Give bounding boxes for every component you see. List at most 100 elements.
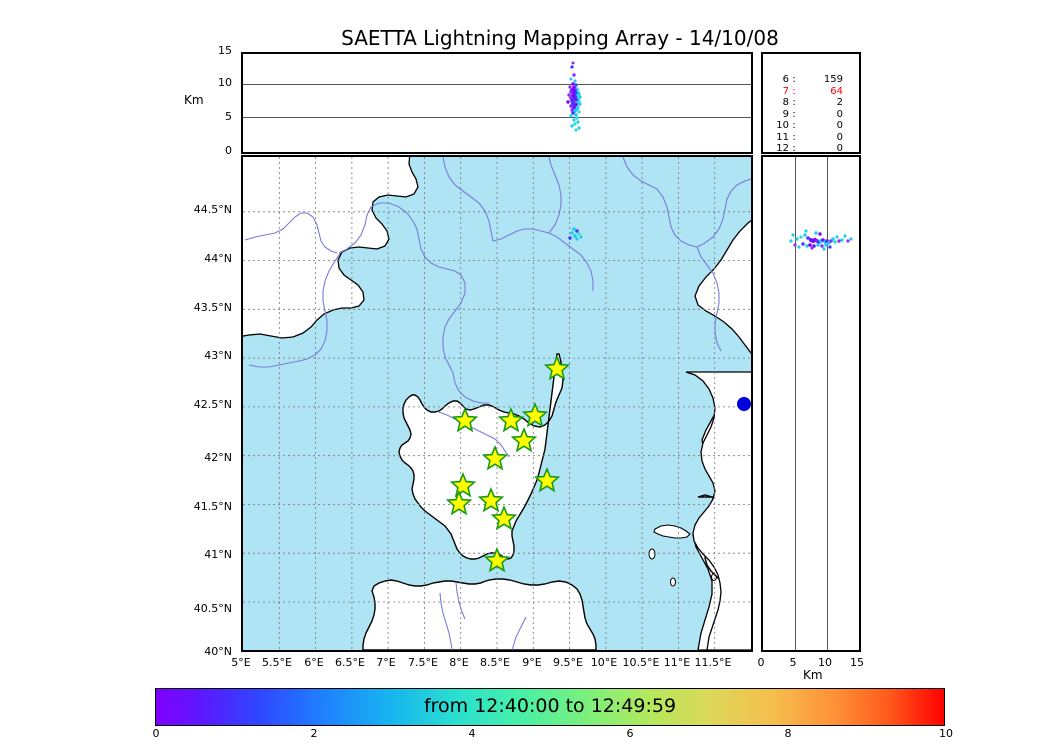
- stat-separator: :: [792, 85, 796, 97]
- station-marker: [483, 546, 511, 573]
- tick-right-10: 10: [818, 656, 832, 669]
- colorbar-tick-4: 4: [468, 727, 476, 740]
- stat-separator: :: [792, 97, 796, 108]
- tick-lat-40.5N: 40.5°N: [193, 602, 232, 615]
- tick-top-15: 15: [218, 44, 232, 57]
- station-marker: [543, 354, 571, 381]
- table-row: 10 : 0: [769, 120, 857, 132]
- tick-right-15: 15: [850, 656, 864, 669]
- stat-count: 64: [830, 85, 843, 97]
- tick-lat-41.5N: 41.5°N: [193, 500, 232, 513]
- station-marker: [481, 444, 509, 471]
- map-gridlines: [243, 157, 751, 650]
- coastline-sardinia: [362, 578, 597, 650]
- stat-separator: :: [792, 74, 796, 85]
- stat-separator: :: [792, 131, 796, 143]
- blue-marker-dot: [737, 397, 751, 411]
- tick-lon-9E: 9°E: [522, 656, 542, 669]
- stat-count: 0: [836, 108, 843, 120]
- stat-stations: 11: [776, 131, 789, 143]
- lma-station-markers: [445, 354, 571, 573]
- gridline-5km-right: [795, 157, 796, 650]
- rivers: [244, 157, 751, 650]
- page-title: SAETTA Lightning Mapping Array - 14/10/0…: [341, 26, 779, 50]
- top-panel-scatter: [566, 61, 582, 132]
- tick-lon-7E: 7°E: [376, 656, 396, 669]
- station-marker: [490, 504, 518, 531]
- station-marker: [477, 486, 505, 513]
- map-graphics: [243, 157, 751, 650]
- tick-lon-5E: 5°E: [231, 656, 251, 669]
- table-row: 6 : 159: [769, 74, 857, 86]
- tick-lon-8.5E: 8.5°E: [480, 656, 510, 669]
- island-gorgona: [670, 577, 676, 587]
- table-row: 7 : 64: [769, 86, 857, 98]
- tick-lon-6E: 6°E: [304, 656, 324, 669]
- colorbar-tick-10: 10: [939, 727, 953, 740]
- tick-lon-11.5E: 11.5°E: [694, 656, 732, 669]
- colorbar-container[interactable]: from 12:40:00 to 12:49:59: [155, 688, 945, 726]
- station-marker: [533, 466, 561, 493]
- panel-geographic-map: [241, 155, 753, 652]
- station-marker: [449, 471, 477, 498]
- tick-lon-8E: 8°E: [449, 656, 469, 669]
- tick-lon-6.5E: 6.5°E: [335, 656, 365, 669]
- stat-count: 0: [836, 143, 843, 154]
- station-marker: [445, 489, 473, 516]
- panel-altitude-vs-longitude: [241, 52, 753, 154]
- gridline-10km-right: [827, 157, 828, 650]
- stat-count: 2: [836, 97, 843, 108]
- tick-lon-10E: 10°E: [590, 656, 618, 669]
- colorbar-time-label: from 12:40:00 to 12:49:59: [423, 695, 677, 717]
- tick-lat-44N: 44°N: [204, 252, 232, 265]
- island-capraia: [648, 548, 656, 560]
- tick-top-10: 10: [218, 76, 232, 89]
- station-count-panel: 6 : 159 7 : 64 8 : 2 9 : 0 10 :: [761, 52, 861, 154]
- table-row: 11 : 0: [769, 132, 857, 144]
- station-marker: [451, 406, 479, 433]
- stat-stations: 6: [782, 74, 789, 85]
- coastline-corsica: [398, 353, 564, 560]
- tick-right-5: 5: [789, 656, 797, 669]
- tick-lat-43N: 43°N: [204, 349, 232, 362]
- stat-stations: 9: [782, 108, 789, 120]
- station-marker: [521, 401, 549, 428]
- table-row: 12 : 0: [769, 143, 857, 155]
- tick-lon-9.5E: 9.5°E: [553, 656, 583, 669]
- stat-count: 0: [836, 120, 843, 131]
- coastline-tuscany: [685, 371, 751, 650]
- table-row: 8 : 2: [769, 97, 857, 109]
- tick-lat-40N: 40°N: [204, 645, 232, 658]
- stat-stations: 7: [782, 85, 789, 97]
- right-panel-axis-label: Km: [803, 668, 823, 682]
- stat-separator: :: [792, 143, 796, 154]
- tick-lon-7.5E: 7.5°E: [408, 656, 438, 669]
- tick-top-5: 5: [225, 110, 232, 123]
- stat-separator: :: [792, 120, 796, 131]
- colorbar-tick-2: 2: [310, 727, 318, 740]
- stat-separator: :: [792, 108, 796, 120]
- table-row: 9 : 0: [769, 109, 857, 121]
- stat-count: 0: [836, 131, 843, 143]
- gridline-10km: [243, 84, 751, 85]
- tick-lat-41N: 41°N: [204, 548, 232, 561]
- stat-count: 159: [823, 74, 843, 85]
- station-count-table: 6 : 159 7 : 64 8 : 2 9 : 0 10 :: [769, 74, 857, 155]
- tick-lon-10.5E: 10.5°E: [622, 656, 660, 669]
- tick-right-0: 0: [757, 656, 765, 669]
- top-panel-axis-label: Km: [184, 93, 204, 107]
- colorbar-gradient[interactable]: [155, 688, 945, 726]
- stat-stations: 8: [782, 97, 789, 108]
- station-marker: [510, 426, 538, 453]
- colorbar-tick-0: 0: [152, 727, 160, 740]
- tick-lat-42.5N: 42.5°N: [193, 398, 232, 411]
- colorbar-tick-8: 8: [784, 727, 792, 740]
- tick-lat-43.5N: 43.5°N: [193, 301, 232, 314]
- stat-stations: 12: [776, 143, 789, 154]
- tick-lon-11E: 11°E: [663, 656, 691, 669]
- gridline-5km: [243, 117, 751, 118]
- tick-top-0: 0: [225, 144, 232, 157]
- tick-lat-44.5N: 44.5°N: [193, 203, 232, 216]
- station-marker: [497, 406, 525, 433]
